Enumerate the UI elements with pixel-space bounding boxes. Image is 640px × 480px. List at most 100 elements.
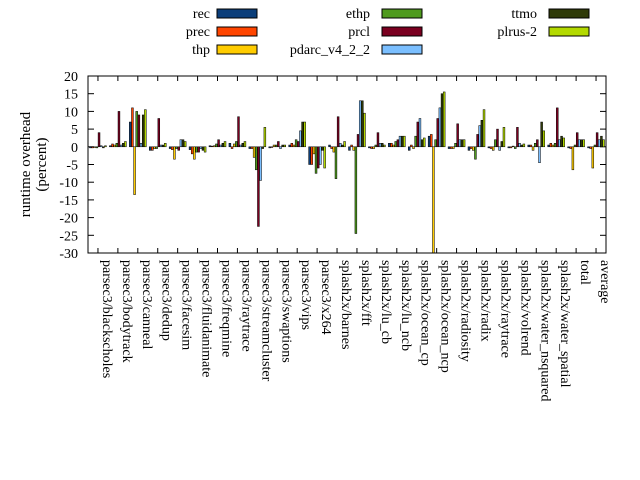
bar-plrus-2-5 [203, 146, 207, 153]
bar-ethp-1 [115, 143, 119, 148]
bar-prcl-18 [456, 123, 459, 148]
legend-label: prec [186, 25, 210, 40]
bar-prcl-5 [197, 146, 200, 153]
bar-prec-7 [230, 146, 234, 149]
legend-swatch [381, 44, 423, 55]
x-tick-label: parsec3/bodytrack [119, 260, 134, 363]
bar-prec-5 [191, 146, 194, 155]
y-tick-label: -5 [66, 159, 78, 174]
bar-prec-3 [151, 146, 154, 151]
bar-plrus-2-6 [223, 141, 227, 148]
legend-item-thp: thp [192, 43, 258, 58]
bar-pdarc_v4_2_2-6 [219, 144, 222, 148]
bar-ttmo-9 [281, 144, 284, 148]
x-tick-label: parsec3/dedup [159, 260, 174, 341]
bar-ethp-23 [553, 143, 557, 148]
legend-swatch [216, 26, 258, 37]
bars [89, 91, 605, 254]
bar-plrus-2-7 [243, 141, 247, 148]
legend-item-prec: prec [186, 25, 258, 40]
bar-pdarc_v4_2_2-13 [358, 100, 362, 148]
bar-rec-17 [427, 135, 431, 148]
bar-thp-19 [472, 146, 475, 151]
bar-pdarc_v4_2_2-21 [518, 143, 521, 148]
bar-plrus-2-15 [403, 135, 406, 148]
bar-prec-20 [489, 146, 493, 149]
bar-rec-10 [288, 144, 291, 148]
y-tick-label: -25 [59, 229, 78, 244]
bar-rec-7 [228, 143, 232, 148]
legend-swatch [381, 8, 423, 19]
bar-prcl-24 [575, 132, 579, 148]
bar-prcl-15 [396, 139, 400, 148]
bar-rec-23 [547, 144, 550, 148]
bar-ethp-0 [95, 146, 99, 149]
x-tick-label: parsec3/canneal [139, 260, 154, 349]
bar-ttmo-24 [580, 139, 583, 148]
bar-plrus-2-3 [164, 143, 167, 148]
bar-thp-16 [412, 146, 415, 149]
bar-prec-23 [549, 143, 553, 148]
y-tick: -25 [59, 229, 606, 244]
legend-label: pdarc_v4_2_2 [290, 43, 370, 58]
bar-rec-0 [89, 146, 92, 149]
bar-plrus-2-12 [343, 141, 346, 148]
bar-ttmo-10 [301, 121, 304, 148]
y-tick-label: -20 [59, 212, 78, 227]
legend-item-ttmo: ttmo [511, 7, 590, 22]
bar-rec-22 [527, 144, 530, 148]
legend: rec prec thp ethp prcl pdarc_v4_2_2 ttmo plrus-… [186, 7, 590, 58]
bar-ttmo-17 [440, 93, 444, 148]
legend-swatch [381, 26, 423, 37]
bar-pdarc_v4_2_2-18 [458, 139, 462, 148]
bar-ethp-12 [334, 146, 338, 179]
bar-pdarc_v4_2_2-0 [99, 145, 103, 148]
bar-thp-23 [551, 144, 555, 148]
y-axis-label-line: (percent) [34, 137, 50, 191]
bar-thp-15 [392, 144, 395, 148]
bar-thp-8 [252, 146, 256, 158]
y-tick-label: 20 [64, 70, 78, 85]
bar-rec-3 [149, 146, 152, 151]
bar-plrus-2-20 [502, 127, 506, 148]
bar-ethp-25 [593, 144, 597, 148]
bar-prcl-22 [536, 139, 539, 148]
x-tick-label: parsec3/x264 [318, 260, 333, 335]
legend-item-prcl: prcl [348, 25, 423, 40]
bar-prec-12 [330, 146, 333, 149]
bar-ethp-8 [255, 146, 258, 171]
bar-plrus-2-8 [263, 127, 267, 148]
bar-prcl-14 [376, 132, 380, 148]
y-tick-label: 10 [64, 105, 78, 120]
bar-thp-12 [332, 146, 336, 153]
bar-plrus-2-1 [124, 141, 127, 148]
bar-pdarc_v4_2_2-9 [279, 146, 282, 149]
bar-ttmo-18 [460, 139, 464, 148]
bar-ethp-22 [533, 143, 537, 148]
bar-thp-22 [531, 146, 535, 151]
legend-item-plrus-2: plrus-2 [497, 25, 590, 40]
y-tick-label: -15 [59, 194, 78, 209]
x-tick-label: splash2x/barnes [338, 260, 353, 349]
bar-rec-16 [408, 146, 411, 151]
bar-plrus-2-24 [582, 139, 585, 148]
bar-plrus-2-4 [183, 141, 187, 148]
bar-rec-25 [587, 146, 590, 149]
bar-rec-15 [388, 143, 391, 148]
bar-thp-1 [113, 144, 116, 148]
legend-label: plrus-2 [497, 25, 537, 40]
bar-plrus-2-25 [602, 139, 605, 148]
bar-plrus-2-9 [283, 144, 286, 148]
x-tick-label: parsec3/facesim [179, 260, 194, 350]
bar-thp-25 [591, 146, 595, 169]
bar-rec-20 [487, 146, 491, 149]
bar-prec-9 [270, 146, 274, 148]
y-tick-label: 15 [64, 88, 78, 103]
bar-pdarc_v4_2_2-2 [139, 143, 143, 148]
y-tick: -20 [59, 212, 606, 227]
bar-thp-13 [352, 146, 355, 151]
legend-label: rec [193, 7, 210, 22]
bar-pdarc_v4_2_2-10 [299, 130, 302, 148]
bar-prcl-0 [97, 132, 101, 148]
